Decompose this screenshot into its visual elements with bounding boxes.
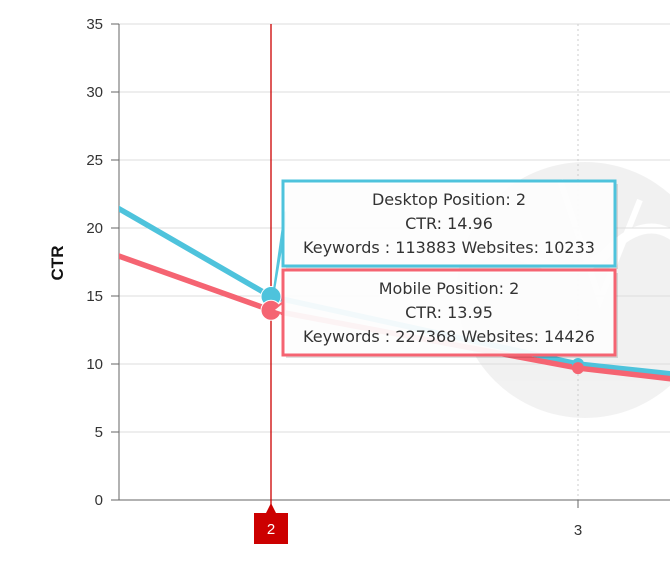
y-axis-title: CTR — [48, 246, 67, 281]
y-tick-label: 25 — [86, 152, 103, 169]
tooltip-mobile: Mobile Position: 2 CTR: 13.95 Keywords : 2… — [270, 268, 618, 358]
x-tick-label: 3 — [574, 522, 582, 539]
tooltip-line: Desktop Position: 2 — [372, 190, 526, 209]
tooltip-box — [281, 268, 617, 357]
tooltip-line: Keywords : 227368 Websites: 14426 — [303, 327, 595, 346]
axes: 0 5 10 15 20 25 30 35 3 — [86, 16, 670, 539]
y-tick-label: 0 — [95, 492, 103, 509]
crosshair-x-label: 2 — [267, 521, 275, 538]
tooltip-line: Mobile Position: 2 — [379, 279, 520, 298]
crosshair-x-label-box — [254, 503, 288, 544]
y-tick-label: 10 — [86, 356, 103, 373]
tooltip-line: Keywords : 113883 Websites: 10233 — [303, 238, 595, 257]
y-tick-label: 15 — [86, 288, 103, 305]
tooltip-desktop: Desktop Position: 2 CTR: 14.96 Keywords : … — [272, 179, 618, 297]
point-markers — [260, 286, 584, 375]
crosshair: 2 — [254, 24, 288, 544]
tooltips: Desktop Position: 2 CTR: 14.96 Keywords : … — [270, 179, 618, 358]
y-tick-label: 5 — [95, 424, 103, 441]
y-tick-label: 35 — [86, 16, 103, 33]
tooltip-line: CTR: 14.96 — [405, 214, 493, 233]
point-marker-mobile — [572, 362, 584, 375]
tooltip-box — [281, 179, 617, 268]
tooltip-line: CTR: 13.95 — [405, 303, 493, 322]
y-tick-label: 20 — [86, 220, 103, 237]
y-tick-label: 30 — [86, 84, 103, 101]
